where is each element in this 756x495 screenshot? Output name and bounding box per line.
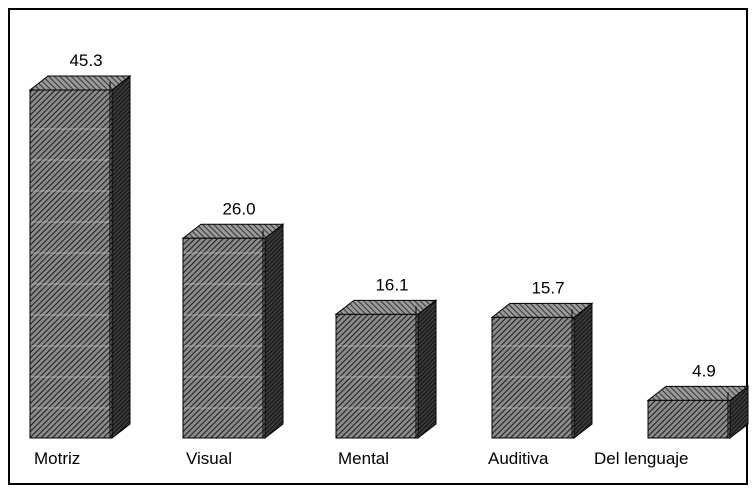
- value-label: 16.1: [375, 275, 408, 294]
- category-label: Visual: [186, 449, 232, 468]
- value-label: 26.0: [222, 199, 255, 218]
- value-label: 15.7: [531, 278, 564, 297]
- bar-front-face: [29, 89, 113, 439]
- bar-top-face: [646, 385, 750, 401]
- chart-frame: 45.3 Motriz 26.0 Visual 16.1 Mental 15.7 Auditi…: [8, 8, 750, 485]
- category-label: Mental: [338, 449, 389, 468]
- bar-front-face: [182, 237, 266, 439]
- category-label: Auditiva: [488, 449, 549, 468]
- bar-4: [490, 302, 594, 440]
- bar-2: [181, 223, 285, 440]
- bar-1: [28, 74, 132, 440]
- bar-top-face: [334, 299, 438, 315]
- bar-3: [334, 299, 438, 440]
- value-label: 4.9: [692, 361, 716, 380]
- bar-side-face: [573, 302, 593, 440]
- bar-front-face: [647, 399, 731, 439]
- category-label: Motriz: [34, 449, 80, 468]
- bar-top-face: [181, 223, 285, 239]
- bar-front-face: [491, 316, 575, 439]
- value-label: 45.3: [69, 51, 102, 70]
- bar-5: [646, 385, 750, 440]
- bar-top-face: [490, 302, 594, 318]
- bar-side-face: [417, 299, 437, 440]
- bar-top-face: [28, 75, 132, 91]
- bar-chart: 45.3 Motriz 26.0 Visual 16.1 Mental 15.7 Auditi…: [28, 51, 750, 468]
- bar-front-face: [335, 313, 419, 439]
- bar-side-face: [264, 223, 284, 440]
- category-label: Del lenguaje: [594, 449, 689, 468]
- bar-side-face: [111, 74, 131, 440]
